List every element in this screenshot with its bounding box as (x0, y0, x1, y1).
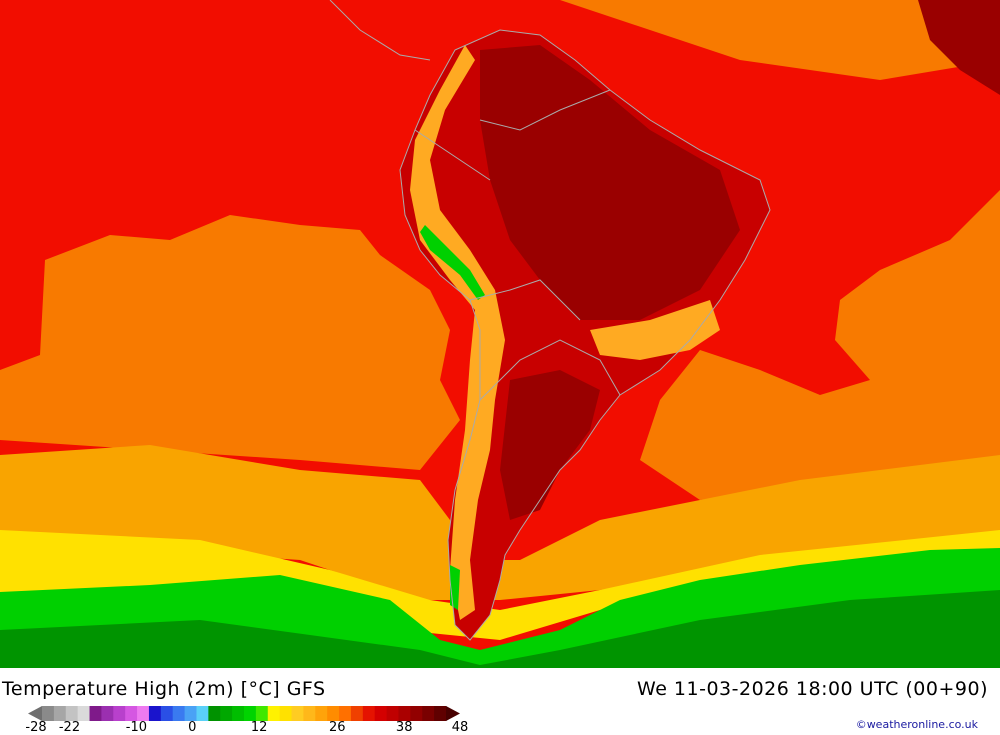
legend-swatch (327, 706, 340, 721)
map-footer: Temperature High (2m) [°C] GFS We 11-03-… (0, 668, 1000, 735)
legend-tick-label: -10 (125, 720, 148, 735)
legend-swatch (53, 706, 67, 721)
legend-tick-label: 48 (451, 720, 469, 735)
country-borders (329, 0, 1000, 641)
legend-swatch (398, 706, 411, 721)
legend-tick-label: 26 (328, 720, 346, 735)
northeast-corner-land (918, 0, 1000, 95)
legend-swatch (113, 706, 126, 721)
legend-swatch (160, 706, 174, 721)
temperature-map (0, 0, 1000, 668)
andes-highland (410, 45, 505, 620)
legend-swatch (42, 706, 55, 721)
legend-swatch (255, 706, 269, 721)
legend-tick-label: 0 (188, 720, 197, 735)
legend-swatch (386, 706, 399, 721)
legend-swatch (184, 706, 197, 721)
legend-swatch (89, 706, 102, 721)
ocean-band-orange-east (640, 190, 1000, 500)
legend-tick-label: -22 (58, 720, 81, 735)
legend-arrow-left (28, 706, 42, 721)
legend-swatch (267, 706, 281, 721)
legend-swatch (172, 706, 186, 721)
legend-tick-label: 38 (395, 720, 413, 735)
legend-swatch (291, 706, 304, 721)
legend-swatch (220, 706, 233, 721)
ocean-band-orange-west (0, 215, 460, 470)
legend-swatch (339, 706, 352, 721)
ocean-band-yellow (0, 530, 1000, 640)
south-brazil-band (590, 300, 720, 360)
ocean-band-orange-north (560, 0, 1000, 80)
legend-swatch (232, 706, 245, 721)
pampas-hot-core (500, 370, 600, 520)
legend-swatch (362, 706, 376, 721)
valid-time: We 11-03-2026 18:00 UTC (00+90) (637, 678, 988, 700)
legend-swatch (208, 706, 221, 721)
legend-swatch (77, 706, 91, 721)
legend-swatch (279, 706, 293, 721)
legend-arrow-right (446, 706, 460, 721)
credit-label: ©weatheronline.co.uk (855, 718, 978, 731)
legend-swatch (434, 706, 447, 721)
legend-swatch (374, 706, 388, 721)
legend-swatch (422, 706, 435, 721)
legend-swatch (137, 706, 150, 721)
map-title: Temperature High (2m) [°C] GFS (2, 678, 326, 700)
legend-swatch (101, 706, 114, 721)
andes-cold-patch (420, 225, 485, 300)
legend-swatch (410, 706, 423, 721)
legend-swatch (303, 706, 316, 721)
legend-swatch (148, 706, 162, 721)
amazon-hot-core (480, 45, 740, 320)
legend-swatch (65, 706, 79, 721)
legend-swatch (315, 706, 328, 721)
legend-swatch (350, 706, 364, 721)
legend-tick-label: -28 (25, 720, 47, 735)
ocean-band-darkgreen (0, 590, 1000, 668)
color-legend (28, 706, 460, 721)
legend-swatch (244, 706, 257, 721)
legend-swatch (125, 706, 138, 721)
legend-tick-label: 12 (250, 720, 268, 735)
legend-swatch (196, 706, 209, 721)
